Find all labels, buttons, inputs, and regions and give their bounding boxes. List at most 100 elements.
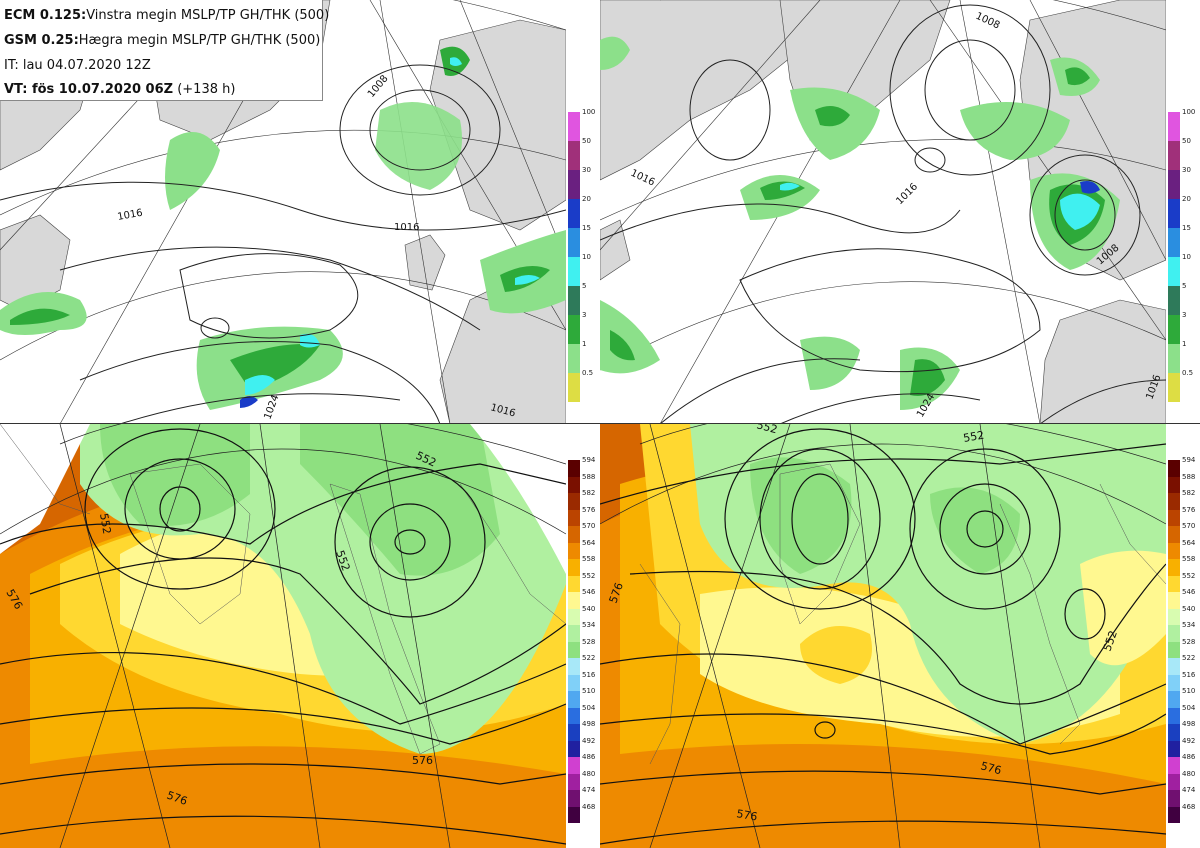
thickness-colorbar-swatch: 510 xyxy=(1168,688,1195,708)
legend-ecm-desc: Vinstra megin MSLP/TP GH/THK (500) xyxy=(86,8,330,23)
thickness-colorbar-label: 474 xyxy=(1182,786,1196,794)
thickness-label: 576 xyxy=(735,807,758,823)
thickness-label: 576 xyxy=(412,754,433,767)
precip-colorbar-label: 50 xyxy=(1182,137,1191,145)
precip-colorbar-label: 1 xyxy=(582,340,587,348)
precip-colorbar-swatch: 30 xyxy=(1168,167,1191,199)
precip-colorbar-right: 100 50 30 20 15 10 5 3 1 0.5 xyxy=(1168,109,1196,402)
thickness-colorbar-swatch: 516 xyxy=(568,671,595,691)
thickness-colorbar-label: 558 xyxy=(1182,555,1196,563)
precip-colorbar-label: 5 xyxy=(1182,282,1187,290)
thickness-colorbar-swatch: 504 xyxy=(1168,704,1195,724)
precip-colorbar-label: 100 xyxy=(1182,108,1196,116)
legend-gsm-model: GSM 0.25: xyxy=(4,33,79,48)
thickness-colorbar-swatch: 558 xyxy=(1168,556,1195,576)
precip-colorbar-swatch: 20 xyxy=(568,196,591,228)
precip-colorbar-swatch: 100 xyxy=(568,109,595,141)
thickness-colorbar-swatch: 588 xyxy=(1168,473,1195,493)
thickness-colorbar-swatch: 576 xyxy=(1168,506,1195,526)
precip-colorbar-label: 50 xyxy=(582,137,591,145)
thickness-label: 552 xyxy=(962,429,985,445)
ecm-thickness-map: 552 552 552 576 576 576 xyxy=(0,424,566,848)
precip-colorbar-label: 10 xyxy=(1182,253,1191,261)
thickness-colorbar-swatch: 516 xyxy=(1168,671,1195,691)
thickness-colorbar-label: 558 xyxy=(582,555,596,563)
thickness-colorbar-label: 498 xyxy=(1182,720,1196,728)
thickness-colorbar-swatch: 552 xyxy=(1168,572,1195,592)
thickness-colorbar-swatch: 474 xyxy=(568,787,595,807)
precip-colorbar-label: 3 xyxy=(582,311,587,319)
thickness-colorbar-swatch: 522 xyxy=(568,655,595,675)
thickness-colorbar-label: 540 xyxy=(1182,604,1196,613)
thickness-colorbar-label: 480 xyxy=(1182,769,1196,778)
thickness-colorbar-swatch: 504 xyxy=(568,704,595,724)
thickness-colorbar-swatch: 594 xyxy=(568,457,595,477)
isobar-label: 1016 xyxy=(394,222,419,233)
precip-colorbar-swatch: 1 xyxy=(1168,341,1186,373)
thickness-colorbar-label: 570 xyxy=(1182,522,1196,530)
thickness-colorbar-label: 576 xyxy=(582,505,596,514)
precip-colorbar-swatch: 20 xyxy=(1168,196,1191,228)
legend-lead-time: (+138 h) xyxy=(177,82,236,97)
precip-colorbar-swatch: 30 xyxy=(568,167,591,199)
thickness-colorbar-label: 546 xyxy=(582,588,596,596)
thickness-colorbar-label: 534 xyxy=(582,621,596,629)
thickness-colorbar-label: 552 xyxy=(1182,571,1196,580)
thickness-colorbar-label: 468 xyxy=(582,802,596,811)
thickness-label: 576 xyxy=(979,759,1003,777)
thickness-colorbar-swatch: 468 xyxy=(568,803,595,823)
thickness-colorbar-label: 516 xyxy=(1182,670,1196,679)
thickness-colorbar-swatch: 576 xyxy=(568,506,595,526)
precip-colorbar-label: 15 xyxy=(1182,224,1191,232)
precip-colorbar-swatch: 3 xyxy=(568,312,586,344)
legend-gsm-line: GSM 0.25:Hægra megin MSLP/TP GH/THK (500… xyxy=(4,33,320,48)
gsm-thickness-map: 552 552 552 576 576 576 xyxy=(600,424,1166,848)
precip-colorbar-label: 15 xyxy=(582,224,591,232)
legend-valid-time: VT: fös 10.07.2020 06Z xyxy=(4,82,174,97)
thickness-colorbar-label: 498 xyxy=(582,720,596,728)
thickness-colorbar-label: 510 xyxy=(1182,687,1196,695)
precip-colorbar-swatch: 5 xyxy=(568,283,586,315)
legend-ecm-line: ECM 0.125:Vinstra megin MSLP/TP GH/THK (… xyxy=(4,8,329,23)
isobar-label: 1016 xyxy=(117,208,144,223)
thickness-colorbar-swatch: 492 xyxy=(568,737,595,757)
thickness-colorbar-swatch: 570 xyxy=(568,523,595,543)
legend-init-time: IT: lau 04.07.2020 12Z xyxy=(4,58,151,73)
thickness-colorbar-swatch: 540 xyxy=(1168,605,1195,625)
thickness-colorbar-swatch: 546 xyxy=(1168,589,1195,609)
thickness-colorbar-label: 594 xyxy=(1182,456,1196,464)
thickness-colorbar-swatch: 468 xyxy=(1168,803,1195,823)
thickness-colorbar-swatch: 588 xyxy=(568,473,595,493)
precip-colorbar-label: 20 xyxy=(1182,195,1191,203)
thickness-colorbar-swatch: 528 xyxy=(568,638,595,658)
thickness-colorbar-label: 480 xyxy=(582,769,596,778)
thickness-colorbar-label: 564 xyxy=(1182,538,1196,547)
thickness-colorbar-swatch: 498 xyxy=(568,721,595,741)
precip-colorbar-label: 3 xyxy=(1182,311,1187,319)
precip-colorbar-label: 0.5 xyxy=(582,369,594,377)
precip-colorbar-swatch: 15 xyxy=(1168,225,1191,257)
thickness-colorbar-swatch: 498 xyxy=(1168,721,1195,741)
thickness-colorbar-label: 504 xyxy=(1182,703,1196,712)
thickness-colorbar-right: 594 588 582 576 570 564 558 552 546 540 534 528 522 5… xyxy=(1168,457,1196,823)
thickness-colorbar-swatch: 594 xyxy=(1168,457,1195,477)
legend-box: ECM 0.125:Vinstra megin MSLP/TP GH/THK (… xyxy=(0,0,329,101)
thickness-colorbar-label: 516 xyxy=(582,670,596,679)
thickness-colorbar-swatch: 492 xyxy=(1168,737,1195,757)
thickness-colorbar-label: 492 xyxy=(582,736,596,745)
precip-colorbar-swatch: 10 xyxy=(568,254,591,286)
legend-gsm-desc: Hægra megin MSLP/TP GH/THK (500) xyxy=(78,33,321,48)
precip-colorbar-swatch: 50 xyxy=(568,138,591,170)
thickness-colorbar-swatch: 510 xyxy=(568,688,595,708)
thickness-colorbar-swatch: 486 xyxy=(1168,754,1195,774)
thickness-colorbar-swatch: 528 xyxy=(1168,638,1195,658)
precip-colorbar-label: 1 xyxy=(1182,340,1187,348)
thickness-colorbar-swatch: 534 xyxy=(1168,622,1195,642)
precip-colorbar-swatch: 15 xyxy=(568,225,591,257)
thickness-colorbar-label: 468 xyxy=(1182,802,1196,811)
precip-colorbar-swatch: 100 xyxy=(1168,109,1195,141)
precip-colorbar-swatch: 10 xyxy=(1168,254,1191,286)
precip-colorbar-label: 0.5 xyxy=(1182,369,1194,377)
precip-colorbar-swatch: 1 xyxy=(568,341,586,373)
thickness-colorbar-label: 528 xyxy=(1182,637,1196,646)
